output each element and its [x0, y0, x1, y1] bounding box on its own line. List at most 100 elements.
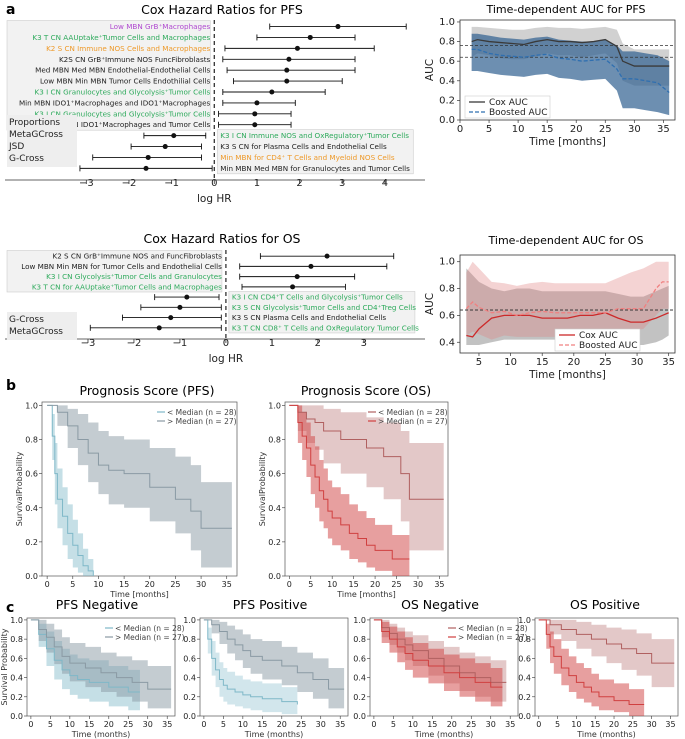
- x-tick-label: 30: [413, 580, 423, 589]
- x-tick-label: 20: [277, 720, 287, 729]
- x-tick-label: 15: [257, 720, 267, 729]
- y-tick-label: 0.0: [439, 115, 455, 126]
- x-tick-label: 25: [391, 580, 401, 589]
- x-axis-label: log HR: [197, 193, 232, 205]
- ci-band: [289, 405, 444, 551]
- y-tick-label: 0.2: [353, 693, 366, 702]
- y-tick-label: 0.2: [183, 693, 196, 702]
- series-line: [471, 38, 670, 67]
- hr-point: [168, 315, 174, 321]
- legend-box: [7, 312, 77, 340]
- km-os-negative: OS Negative 0 5 10 15 20 25 30 35 0.0 0.2 0.4 0.6 0.8…: [353, 597, 527, 739]
- chart-title: Cox Hazard Ratios for PFS: [141, 2, 303, 17]
- x-tick-label: 0: [287, 580, 292, 589]
- row-label: K3 I CN Immune NOS and OxRegulatory⁺Tumo…: [220, 131, 409, 140]
- y-tick-label: 0.8: [183, 635, 196, 644]
- y-tick-label: 1.0: [353, 616, 366, 625]
- y-tick-label: 0.4: [518, 674, 531, 683]
- x-tick-label: 20: [570, 124, 583, 135]
- y-tick-label: 1.0: [10, 616, 23, 625]
- legend-entry: Proportions: [9, 118, 60, 128]
- hr-point: [290, 284, 296, 290]
- x-tick-label: 5: [486, 124, 492, 135]
- x-tick-label: 25: [296, 720, 306, 729]
- x-tick-label: 35: [162, 720, 172, 729]
- x-tick-label: 10: [504, 357, 517, 368]
- y-tick-label: 0.2: [518, 693, 531, 702]
- row-label: Min MBN IDO1⁺Macrophages and IDO1⁺Macrop…: [19, 98, 211, 107]
- x-tick-label: 2: [315, 338, 321, 349]
- chart-title: PFS Positive: [233, 597, 308, 612]
- y-tick-label: 0.0: [183, 712, 196, 721]
- x-tick-label: 20: [104, 720, 114, 729]
- x-tick-label: 35: [662, 357, 675, 368]
- legend-entry: < Median (n = 28): [458, 624, 528, 633]
- plot-frame: [199, 617, 349, 717]
- x-tick-label: 30: [143, 720, 153, 729]
- label-box-left: [6, 250, 223, 293]
- x-tick-label: −2: [127, 338, 142, 349]
- x-axis-label: Time [months]: [109, 590, 169, 599]
- ci-band: [466, 261, 669, 340]
- y-tick-label: 0.2: [439, 95, 455, 106]
- x-tick-label: 0: [536, 720, 541, 729]
- km-pfs-positive: PFS Positive 0 5 10 15 20 25 30 35 0.0 0.2 0.4 0.6 0.…: [183, 597, 349, 739]
- x-tick-label: 30: [486, 720, 496, 729]
- legend-entry: MetaGCross: [9, 130, 63, 140]
- ci-band: [538, 619, 675, 688]
- legend-entry: G-Cross: [9, 315, 44, 325]
- plot-frame: [534, 617, 679, 717]
- x-tick-label: 20: [567, 357, 580, 368]
- ci-band: [203, 619, 298, 716]
- km-os-positive: OS Positive 0 5 10 15 20 25 30 35 0.0 0.2 0.4 0.6 0.8…: [518, 597, 679, 739]
- survival-curve: [289, 404, 410, 560]
- y-tick-label: 1.0: [183, 616, 196, 625]
- legend-entry: < Median (n = 28): [115, 624, 185, 633]
- y-axis-label: AUC: [424, 59, 436, 81]
- y-tick-label: 0.6: [268, 470, 281, 479]
- y-tick-label: 0.8: [25, 436, 38, 445]
- km-os-score: Prognosis Score (OS) 0 5 10 15 20 25 30 35 0.0 0.2…: [258, 383, 449, 599]
- legend-entry: > Median (n = 27): [115, 633, 185, 642]
- hr-point: [252, 111, 258, 117]
- row-label: K3 I CN CD4⁺T Cells and Glycolysis⁺Tumor…: [232, 293, 403, 302]
- y-tick-label: 0.6: [25, 470, 38, 479]
- hr-point: [171, 133, 177, 139]
- x-tick-label: 5: [391, 720, 396, 729]
- hr-point: [184, 294, 190, 300]
- row-label: K2 S CN GrB⁺Immune NOS and FuncFibroblas…: [52, 252, 222, 261]
- y-tick-label: 1.0: [439, 257, 455, 268]
- x-tick-label: −3: [81, 338, 96, 349]
- x-tick-label: −2: [122, 178, 137, 189]
- y-tick-label: 0.0: [268, 572, 281, 581]
- x-axis-label: Time (months): [71, 730, 131, 739]
- x-tick-label: 30: [631, 357, 644, 368]
- x-tick-label: 0: [211, 178, 217, 189]
- ci-band: [47, 405, 232, 568]
- plot-frame: [26, 617, 176, 717]
- x-tick-label: 25: [123, 720, 133, 729]
- x-tick-label: 10: [571, 720, 581, 729]
- x-tick-label: 20: [145, 580, 155, 589]
- row-label: Min MBN for CD4⁺ T Cells and Myeloid NOS…: [220, 153, 395, 162]
- y-axis-label: SurvivalProbability: [15, 451, 24, 526]
- y-tick-label: 0.4: [183, 674, 196, 683]
- x-tick-label: 35: [335, 720, 345, 729]
- y-tick-label: 0.8: [268, 436, 281, 445]
- survival-curve: [538, 619, 675, 664]
- legend-entry: > Median (n = 27): [378, 417, 448, 426]
- plot-frame: [459, 254, 676, 354]
- survival-curve: [203, 619, 345, 690]
- chart-title: Time-dependent AUC for PFS: [485, 3, 645, 16]
- x-tick-label: 35: [434, 580, 444, 589]
- x-tick-label: 10: [408, 720, 418, 729]
- y-tick-label: 0.8: [439, 284, 455, 295]
- row-label: K3 I CN Granulocytes and Glycolysis⁺Tumo…: [35, 109, 211, 118]
- x-tick-label: 0: [223, 338, 229, 349]
- x-tick-label: 35: [505, 720, 515, 729]
- auc-pfs: Time-dependent AUC for PFS 0 5 10 15 20 25 30 35…: [424, 3, 676, 148]
- ci-band: [47, 405, 94, 576]
- x-tick-label: 5: [221, 720, 226, 729]
- x-tick-label: 2: [296, 178, 302, 189]
- x-tick-label: 10: [512, 124, 525, 135]
